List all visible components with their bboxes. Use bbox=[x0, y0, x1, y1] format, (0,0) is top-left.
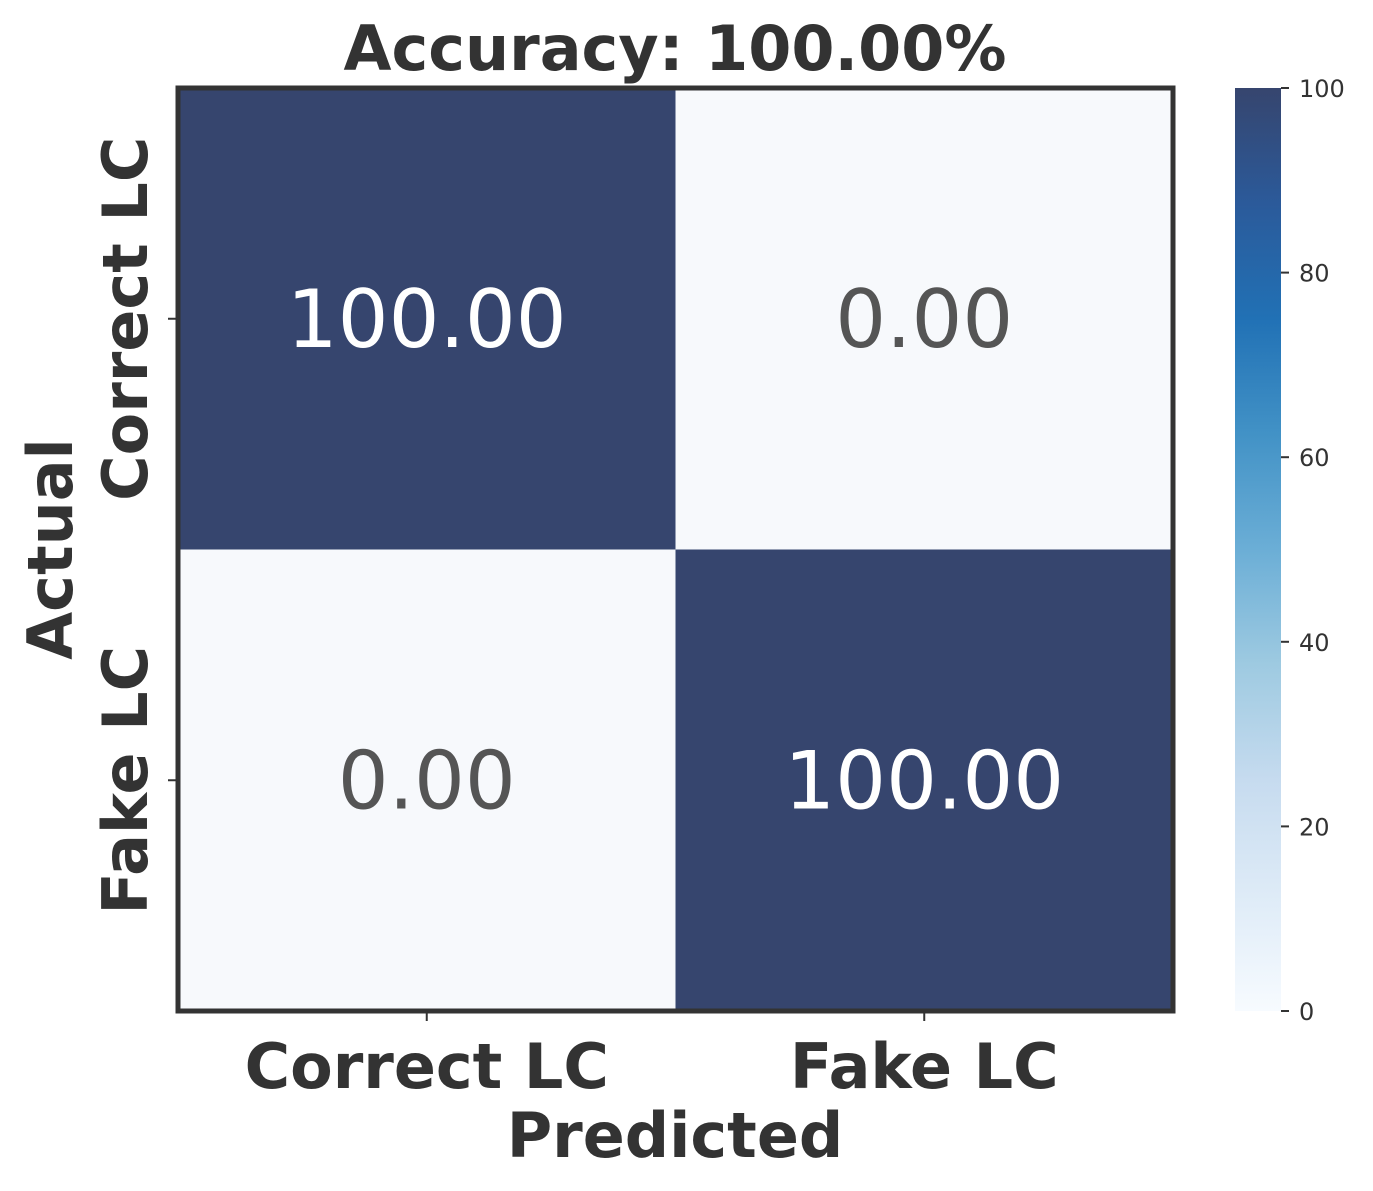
heatmap-cell-label-r0-c0: 100.00 bbox=[287, 273, 567, 366]
y-tick-label: Correct LC bbox=[89, 137, 162, 501]
y-tick-label: Fake LC bbox=[89, 646, 162, 915]
heatmap-cell-r0-c0 bbox=[178, 88, 676, 550]
heatmap-cell-label-r0-c1: 0.00 bbox=[835, 273, 1013, 366]
heatmap-frame bbox=[175, 85, 1176, 1014]
y-axis-label: Actual bbox=[14, 438, 87, 660]
colorbar-tick-label: 60 bbox=[1299, 444, 1330, 472]
chart-title: Accuracy: 100.00% bbox=[344, 12, 1007, 85]
heatmap-cell-r0-c1 bbox=[675, 88, 1174, 550]
heatmap-cell-r1-c1 bbox=[675, 549, 1174, 1012]
heatmap-cell-label-r1-c0: 0.00 bbox=[338, 734, 516, 827]
colorbar-ticks: 0 20 40 60 80 100 bbox=[1281, 75, 1345, 1026]
colorbar-tick-label: 80 bbox=[1299, 260, 1330, 288]
heatmap-cell-labels: 100.00 0.00 0.00 100.00 bbox=[287, 273, 1064, 828]
colorbar-tick-label: 40 bbox=[1299, 629, 1330, 657]
x-tick-label: Fake LC bbox=[790, 1030, 1059, 1103]
heatmap-cell-r1-c0 bbox=[178, 549, 676, 1012]
y-axis-ticks: Correct LC Fake LC bbox=[89, 137, 178, 915]
colorbar-tick-label: 0 bbox=[1299, 998, 1314, 1026]
colorbar-tick-label: 100 bbox=[1299, 75, 1345, 103]
x-axis-ticks: Correct LC Fake LC bbox=[245, 1011, 1059, 1103]
heatmap-cells bbox=[178, 88, 1174, 1012]
colorbar bbox=[1235, 88, 1281, 1011]
colorbar-tick-label: 20 bbox=[1299, 813, 1330, 841]
heatmap-cell-label-r1-c1: 100.00 bbox=[784, 734, 1064, 827]
x-tick-label: Correct LC bbox=[245, 1030, 609, 1103]
x-axis-label: Predicted bbox=[507, 1099, 844, 1172]
